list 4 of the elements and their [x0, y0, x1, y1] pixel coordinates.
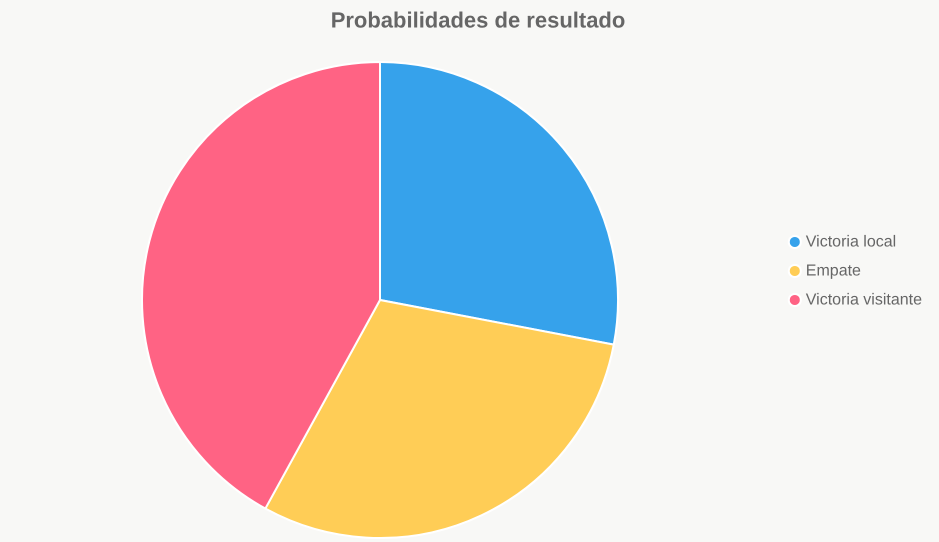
legend-label: Victoria local	[806, 234, 896, 250]
chart-title: Probabilidades de resultado	[330, 8, 626, 32]
legend-label: Empate	[806, 262, 862, 280]
legend-label: Victoria visitante	[806, 292, 922, 308]
